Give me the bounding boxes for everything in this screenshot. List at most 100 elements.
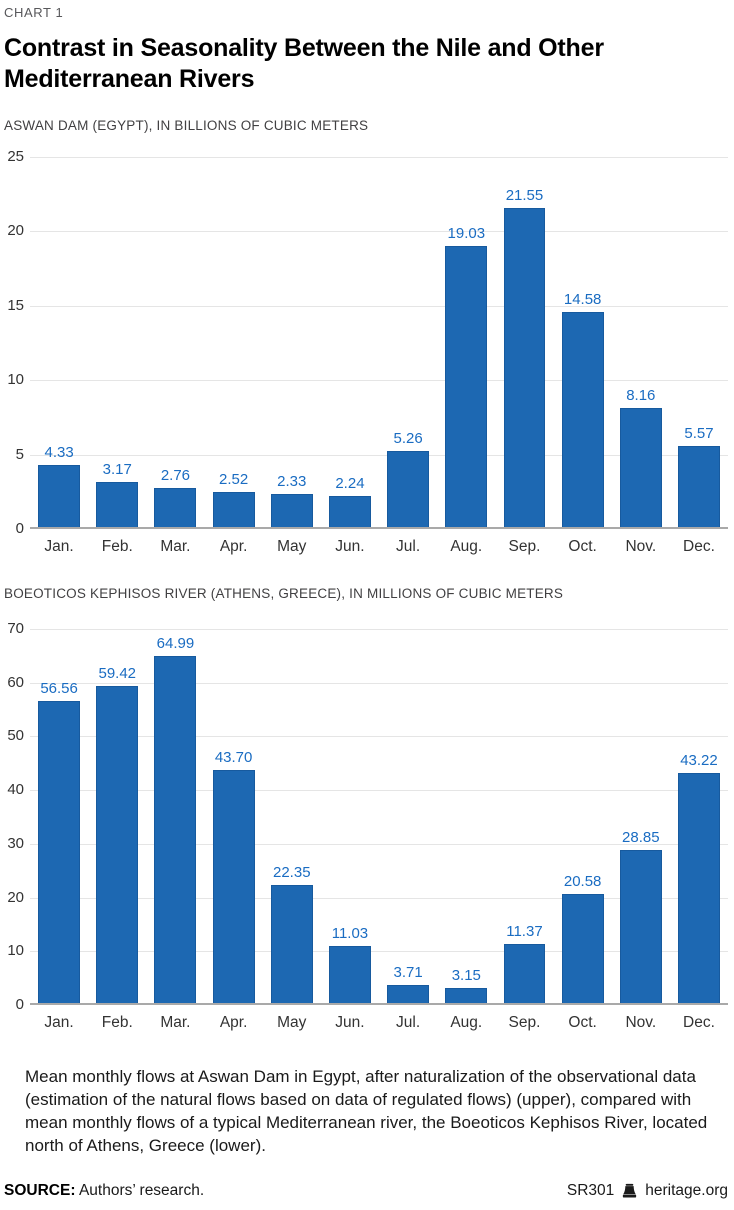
bar-slot: 2.76 bbox=[146, 467, 204, 529]
bar-slot: 20.58 bbox=[554, 873, 612, 1005]
x-axis-baseline bbox=[30, 527, 728, 529]
bar-slot: 11.37 bbox=[495, 923, 553, 1005]
y-axis-tick-label: 15 bbox=[7, 296, 24, 314]
bar-value-label: 28.85 bbox=[622, 829, 660, 847]
bars-row: 56.56 59.42 64.99 43.70 22.35 11.03 3.71 3.15 11… bbox=[30, 635, 728, 1005]
y-axis-tick-label: 30 bbox=[7, 834, 24, 852]
bar-value-label: 3.15 bbox=[451, 967, 481, 985]
y-axis-tick-label: 25 bbox=[7, 148, 24, 165]
bar-slot: 19.03 bbox=[437, 225, 495, 529]
y-axis-tick-label: 5 bbox=[15, 445, 24, 463]
bar-value-label: 3.17 bbox=[102, 460, 132, 478]
bar-slot: 43.22 bbox=[670, 752, 728, 1005]
bar-value-label: 14.58 bbox=[563, 291, 602, 309]
footer: SOURCE: Authors’ research. SR301 heritag… bbox=[4, 1182, 728, 1200]
chart-caption: Mean monthly flows at Aswan Dam in Egypt… bbox=[25, 1067, 708, 1155]
source-label: SOURCE: bbox=[4, 1182, 76, 1199]
y-axis-tick-label: 20 bbox=[7, 888, 24, 906]
y-axis-tick-label: 70 bbox=[7, 620, 24, 637]
y-gridline bbox=[30, 897, 728, 899]
bar-value-label: 19.03 bbox=[447, 224, 486, 242]
bar-slot: 11.03 bbox=[321, 925, 379, 1005]
y-axis-tick-label: 10 bbox=[7, 371, 24, 389]
bar-value-label: 64.99 bbox=[156, 634, 195, 652]
site-link: heritage.org bbox=[645, 1182, 728, 1199]
x-axis-label: Jan. bbox=[44, 538, 74, 555]
bar-may bbox=[270, 494, 313, 529]
report-id: SR301 bbox=[566, 1182, 615, 1199]
bar-mar bbox=[154, 487, 197, 529]
bar-plot-aswan: 0 5 10 15 20 25 4.33 3.17 2.76 2.52 2.33 2.24 5.26 19… bbox=[4, 148, 728, 537]
x-axis-label: Apr. bbox=[219, 1014, 248, 1031]
x-axis-labels-aswan: Jan. Feb. Mar. Apr. May Jun. Jul. Aug. Sep. Oct. N… bbox=[30, 529, 728, 556]
brand-line: SR301 heritage.org bbox=[567, 1182, 728, 1200]
bar-value-label: 21.55 bbox=[505, 187, 544, 205]
y-gridline bbox=[30, 380, 728, 382]
x-axis-label: Apr. bbox=[219, 538, 248, 555]
bar-value-label: 11.37 bbox=[506, 922, 543, 940]
y-axis-tick-label: 0 bbox=[15, 520, 24, 537]
bar-slot: 5.26 bbox=[379, 430, 437, 529]
bar-value-label: 22.35 bbox=[273, 863, 311, 881]
page-title: Contrast in Seasonality Between the Nile… bbox=[4, 34, 604, 93]
y-axis-tick-label: 20 bbox=[7, 222, 24, 240]
y-axis-tick-label: 40 bbox=[7, 781, 24, 799]
bar-feb bbox=[96, 481, 139, 529]
y-axis-tick-label: 10 bbox=[7, 942, 24, 960]
bar-slot: 5.57 bbox=[670, 425, 728, 529]
y-axis-tick-label: 50 bbox=[7, 727, 24, 745]
x-axis-label: Mar. bbox=[160, 538, 191, 555]
bar-nov bbox=[619, 850, 662, 1005]
bar-jun bbox=[329, 945, 371, 1005]
bar-value-label: 11.03 bbox=[331, 924, 369, 942]
bar-slot: 8.16 bbox=[612, 387, 670, 529]
x-axis-label: Mar. bbox=[160, 1014, 191, 1031]
bar-slot: 22.35 bbox=[263, 864, 321, 1005]
bar-value-label: 20.58 bbox=[563, 873, 602, 891]
bar-value-label: 5.57 bbox=[684, 425, 714, 443]
bar-apr bbox=[212, 770, 255, 1005]
bar-slot: 2.52 bbox=[205, 471, 263, 529]
bar-jul bbox=[387, 985, 430, 1005]
y-gridline bbox=[30, 231, 728, 233]
bar-value-label: 3.71 bbox=[393, 964, 423, 982]
x-axis-label: Aug. bbox=[450, 538, 483, 555]
bar-oct bbox=[561, 894, 604, 1005]
bar-value-label: 4.33 bbox=[44, 443, 74, 461]
bar-dec bbox=[678, 446, 720, 529]
y-gridline bbox=[30, 629, 728, 630]
bar-slot: 2.24 bbox=[321, 475, 379, 529]
bar-value-label: 8.16 bbox=[626, 386, 656, 404]
x-axis-label: Aug. bbox=[450, 1014, 483, 1031]
x-axis-label: Dec. bbox=[683, 538, 715, 555]
x-axis-label: Oct. bbox=[568, 538, 597, 555]
x-axis-label: Oct. bbox=[568, 1014, 597, 1031]
x-axis-label: Jul. bbox=[396, 538, 421, 555]
bar-jan bbox=[38, 701, 81, 1005]
bar-value-label: 2.52 bbox=[219, 470, 249, 488]
y-gridline bbox=[30, 843, 728, 845]
bar-value-label: 2.76 bbox=[160, 466, 191, 484]
chart-subtitle-kephisos: BOEOTICOS KEPHISOS RIVER (ATHENS, GREECE… bbox=[4, 586, 564, 601]
bars-row: 4.33 3.17 2.76 2.52 2.33 2.24 5.26 19.03 21.55 14… bbox=[30, 187, 728, 529]
y-axis-tick-label: 60 bbox=[7, 673, 24, 691]
x-axis-label: Jun. bbox=[335, 1014, 365, 1031]
bar-mar bbox=[154, 655, 197, 1005]
bar-slot: 21.55 bbox=[495, 187, 553, 529]
x-axis-baseline bbox=[30, 1003, 728, 1005]
bar-value-label: 2.24 bbox=[335, 474, 365, 492]
bar-apr bbox=[212, 491, 255, 529]
bar-may bbox=[270, 884, 313, 1005]
bar-slot: 3.71 bbox=[379, 964, 437, 1005]
bar-slot: 28.85 bbox=[612, 829, 670, 1005]
bar-plot-kephisos: 0 10 20 30 40 50 60 70 56.56 59.42 64.99 43.70 22.35… bbox=[4, 620, 728, 1013]
x-axis-label: Feb. bbox=[101, 1014, 133, 1031]
bar-jan bbox=[38, 464, 81, 529]
bar-dec bbox=[678, 772, 720, 1005]
y-gridline bbox=[30, 157, 728, 158]
bar-value-label: 56.56 bbox=[40, 680, 78, 698]
bar-value-label: 59.42 bbox=[98, 664, 137, 682]
bar-slot: 43.70 bbox=[205, 749, 263, 1005]
chart-aswan-dam: ASWAN DAM (EGYPT), IN BILLIONS OF CUBIC … bbox=[4, 118, 728, 556]
